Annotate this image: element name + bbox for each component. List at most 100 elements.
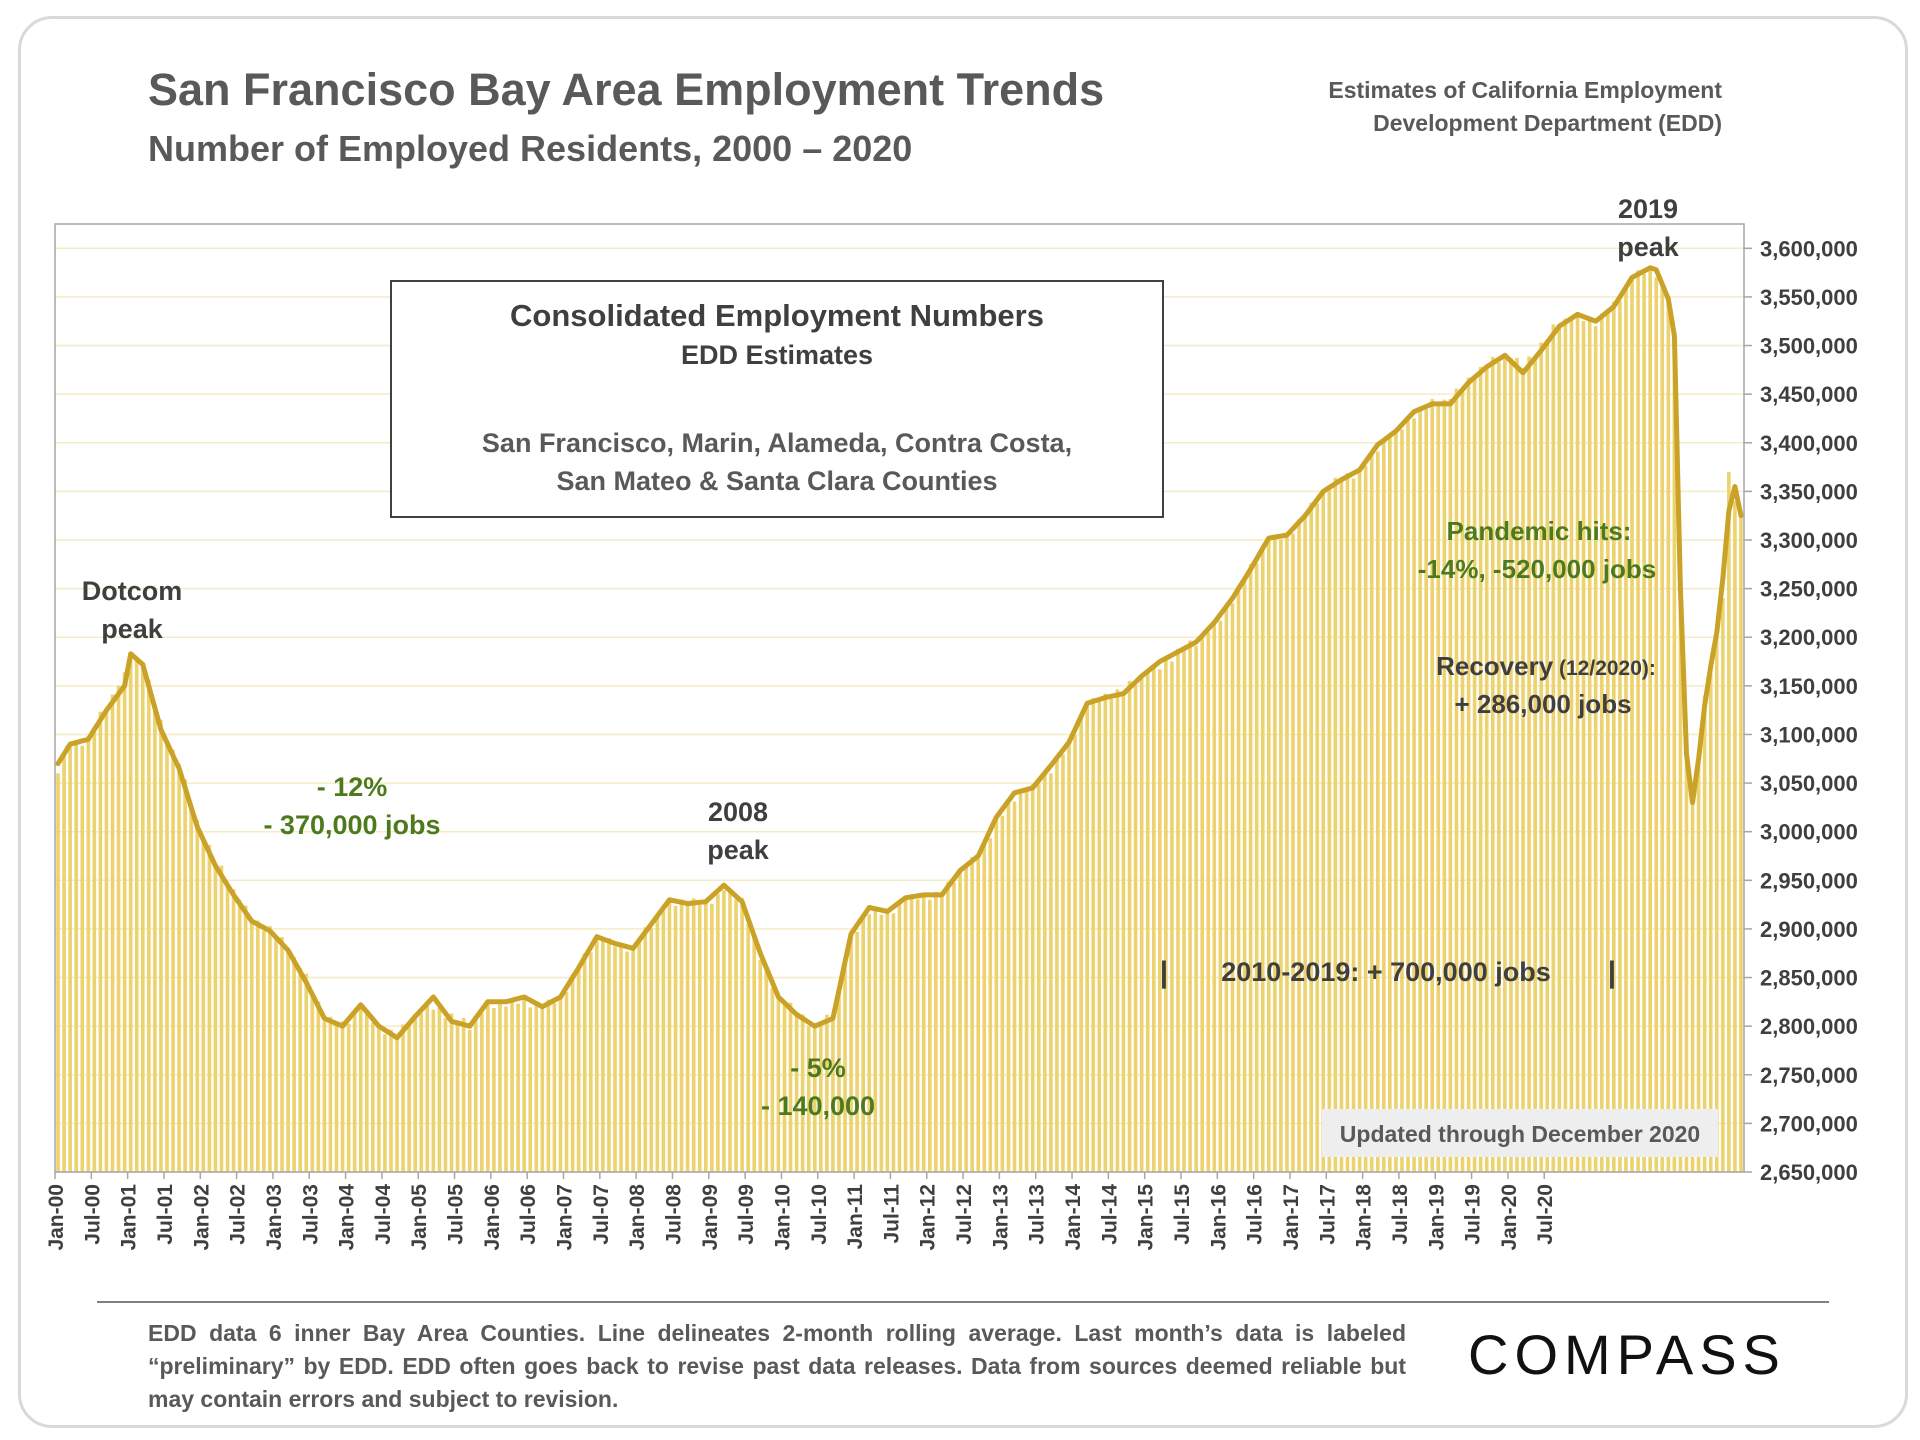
bar — [104, 709, 109, 1172]
annotation-2019-line-1: 2019 — [1618, 194, 1678, 224]
bar — [243, 905, 248, 1172]
update-badge-text: Updated through December 2020 — [1340, 1121, 1700, 1147]
y-tick-label: 3,300,000 — [1760, 528, 1858, 553]
bar — [1097, 701, 1102, 1172]
bar — [1630, 277, 1634, 1172]
annotation-drop1-line-1: - 12% — [317, 772, 388, 802]
bar — [346, 1023, 351, 1172]
bar — [1394, 429, 1398, 1172]
annotation-recovery-line-1: Recovery (12/2020): — [1436, 651, 1656, 681]
bar — [1018, 793, 1023, 1172]
bar — [401, 1024, 405, 1172]
bar — [1073, 735, 1077, 1172]
bar — [934, 891, 938, 1172]
bar — [201, 839, 206, 1172]
bar — [1345, 473, 1350, 1172]
y-tick-label: 2,800,000 — [1760, 1014, 1858, 1039]
x-tick-label: Jul-09 — [735, 1184, 758, 1245]
y-tick-label: 3,000,000 — [1760, 820, 1858, 845]
bar — [716, 893, 720, 1172]
bar — [504, 1006, 508, 1172]
bar — [1024, 791, 1029, 1172]
bar — [831, 1020, 835, 1172]
bar — [1618, 300, 1622, 1172]
x-tick-label: Jul-06 — [517, 1184, 540, 1245]
bar — [334, 1024, 339, 1172]
bar — [62, 754, 66, 1172]
plot-border — [54, 223, 1745, 1173]
x-tick-label: Jul-01 — [154, 1184, 177, 1245]
bar — [516, 1003, 520, 1172]
bar — [1472, 379, 1477, 1173]
bar — [1133, 684, 1138, 1172]
bar — [292, 957, 296, 1172]
bar — [1006, 800, 1011, 1172]
bar — [1557, 325, 1562, 1172]
bar — [1151, 665, 1156, 1172]
footer-divider — [97, 1301, 1829, 1303]
bar — [177, 763, 181, 1172]
legend-counties-line-2: San Mateo & Santa Clara Counties — [556, 466, 997, 496]
bar — [1563, 318, 1568, 1172]
bar — [825, 1014, 829, 1172]
bar — [207, 844, 212, 1172]
bar — [1363, 465, 1368, 1172]
bar — [1309, 502, 1313, 1172]
bar — [613, 946, 617, 1172]
bar — [316, 1001, 321, 1172]
bar — [1182, 650, 1186, 1172]
bar — [437, 1008, 442, 1172]
bar — [691, 898, 696, 1172]
bar — [1690, 802, 1695, 1172]
bar — [1575, 312, 1580, 1173]
bar — [110, 694, 115, 1172]
bar — [249, 922, 254, 1172]
bar — [1605, 313, 1610, 1173]
bar — [1042, 773, 1047, 1172]
x-tick-label: Jan-12 — [917, 1184, 940, 1251]
bar — [764, 966, 769, 1172]
bar — [298, 967, 302, 1172]
x-tick-label: Jul-00 — [81, 1184, 104, 1245]
bar — [1121, 692, 1126, 1172]
bar — [1279, 539, 1283, 1172]
bar — [1515, 357, 1519, 1172]
y-tick-label: 2,950,000 — [1760, 868, 1858, 893]
bar — [873, 908, 878, 1172]
bar — [897, 903, 902, 1172]
bar — [994, 819, 999, 1172]
bar — [800, 1014, 805, 1172]
bar — [552, 1003, 557, 1172]
bar — [570, 974, 575, 1172]
bar — [395, 1037, 399, 1172]
bar — [304, 973, 309, 1172]
bar — [262, 930, 266, 1172]
bar — [328, 1016, 333, 1172]
bar — [697, 904, 702, 1172]
x-tick-label: Jul-12 — [953, 1184, 976, 1245]
y-tick-label: 3,150,000 — [1760, 674, 1858, 699]
y-axis: 2,650,000 2,700,000 2,750,000 2,800,000 2,85… — [1744, 236, 1858, 1185]
bar — [1321, 490, 1326, 1172]
bar — [280, 937, 284, 1172]
x-tick-label: Jan-11 — [844, 1184, 867, 1250]
bar — [794, 1014, 799, 1172]
bar — [122, 672, 127, 1172]
bar — [413, 1015, 418, 1172]
bar — [1660, 281, 1665, 1172]
bar — [982, 842, 987, 1172]
bar — [952, 882, 956, 1172]
x-tick-label: Jul-07 — [590, 1184, 613, 1245]
bar — [498, 1001, 502, 1172]
bar — [1696, 753, 1701, 1172]
bar — [958, 869, 962, 1172]
bar — [1720, 598, 1725, 1172]
bar — [534, 1004, 539, 1172]
bar — [467, 1030, 472, 1172]
annotation-pandemic-line-1: Pandemic hits: — [1447, 516, 1632, 546]
y-tick-label: 2,650,000 — [1760, 1160, 1858, 1185]
bar — [1285, 533, 1289, 1172]
legend-title: Consolidated Employment Numbers — [510, 298, 1044, 333]
bar — [1242, 580, 1247, 1172]
bar — [274, 937, 278, 1172]
